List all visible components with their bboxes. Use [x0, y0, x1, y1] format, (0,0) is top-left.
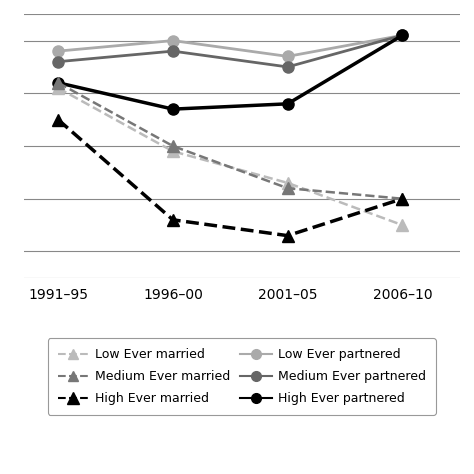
Legend: Low Ever married, Medium Ever married, High Ever married, Low Ever partnered, Me: Low Ever married, Medium Ever married, H… — [47, 338, 436, 415]
